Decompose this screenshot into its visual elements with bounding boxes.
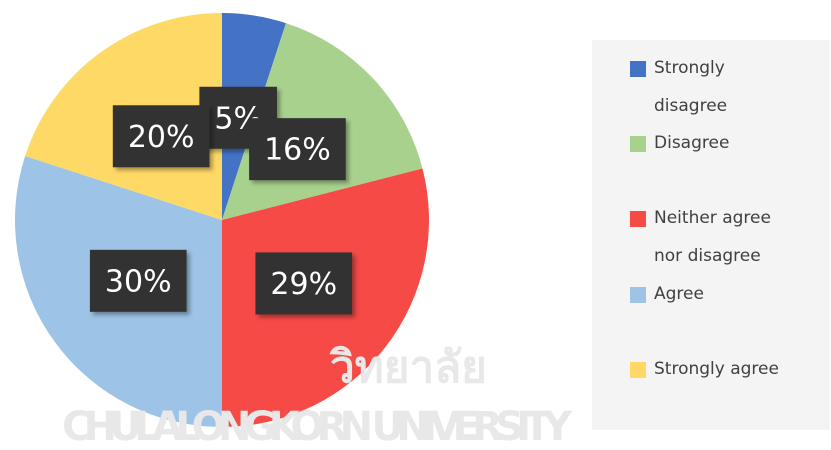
- legend-label: Agree: [654, 284, 704, 304]
- legend-item: Agree: [630, 275, 800, 313]
- legend-swatch: [630, 136, 646, 152]
- legend-swatch: [630, 61, 646, 77]
- data-label: 29%: [270, 267, 337, 302]
- legend-swatch: [630, 287, 646, 303]
- data-label: 20%: [128, 120, 195, 155]
- label-box: [255, 252, 353, 315]
- legend-label: Strongly disagree: [654, 58, 728, 116]
- watermark-text: CHULALONGKORN UNIVERSITY: [62, 404, 573, 450]
- label-box: [249, 118, 346, 181]
- legend-label: Neither agree nor disagree: [654, 208, 771, 266]
- data-label: 30%: [105, 264, 172, 299]
- legend-item: Strongly agree: [630, 350, 800, 388]
- label-box: [89, 249, 187, 312]
- legend-label: Disagree: [654, 133, 730, 153]
- legend: Strongly disagree Disagree Neither agree n…: [592, 40, 830, 430]
- legend-label: Strongly agree: [654, 359, 779, 379]
- legend-item: Neither agree nor disagree: [630, 199, 800, 275]
- legend-swatch: [630, 211, 646, 227]
- data-label: 16%: [264, 133, 331, 168]
- label-box: [112, 105, 210, 168]
- data-labels: 5%16%29%30%20%: [89, 86, 353, 315]
- legend-item: Strongly disagree: [630, 49, 800, 125]
- legend-item: Disagree: [630, 124, 800, 162]
- legend-swatch: [630, 362, 646, 378]
- watermark-thai: วิทยาลัย: [329, 342, 487, 393]
